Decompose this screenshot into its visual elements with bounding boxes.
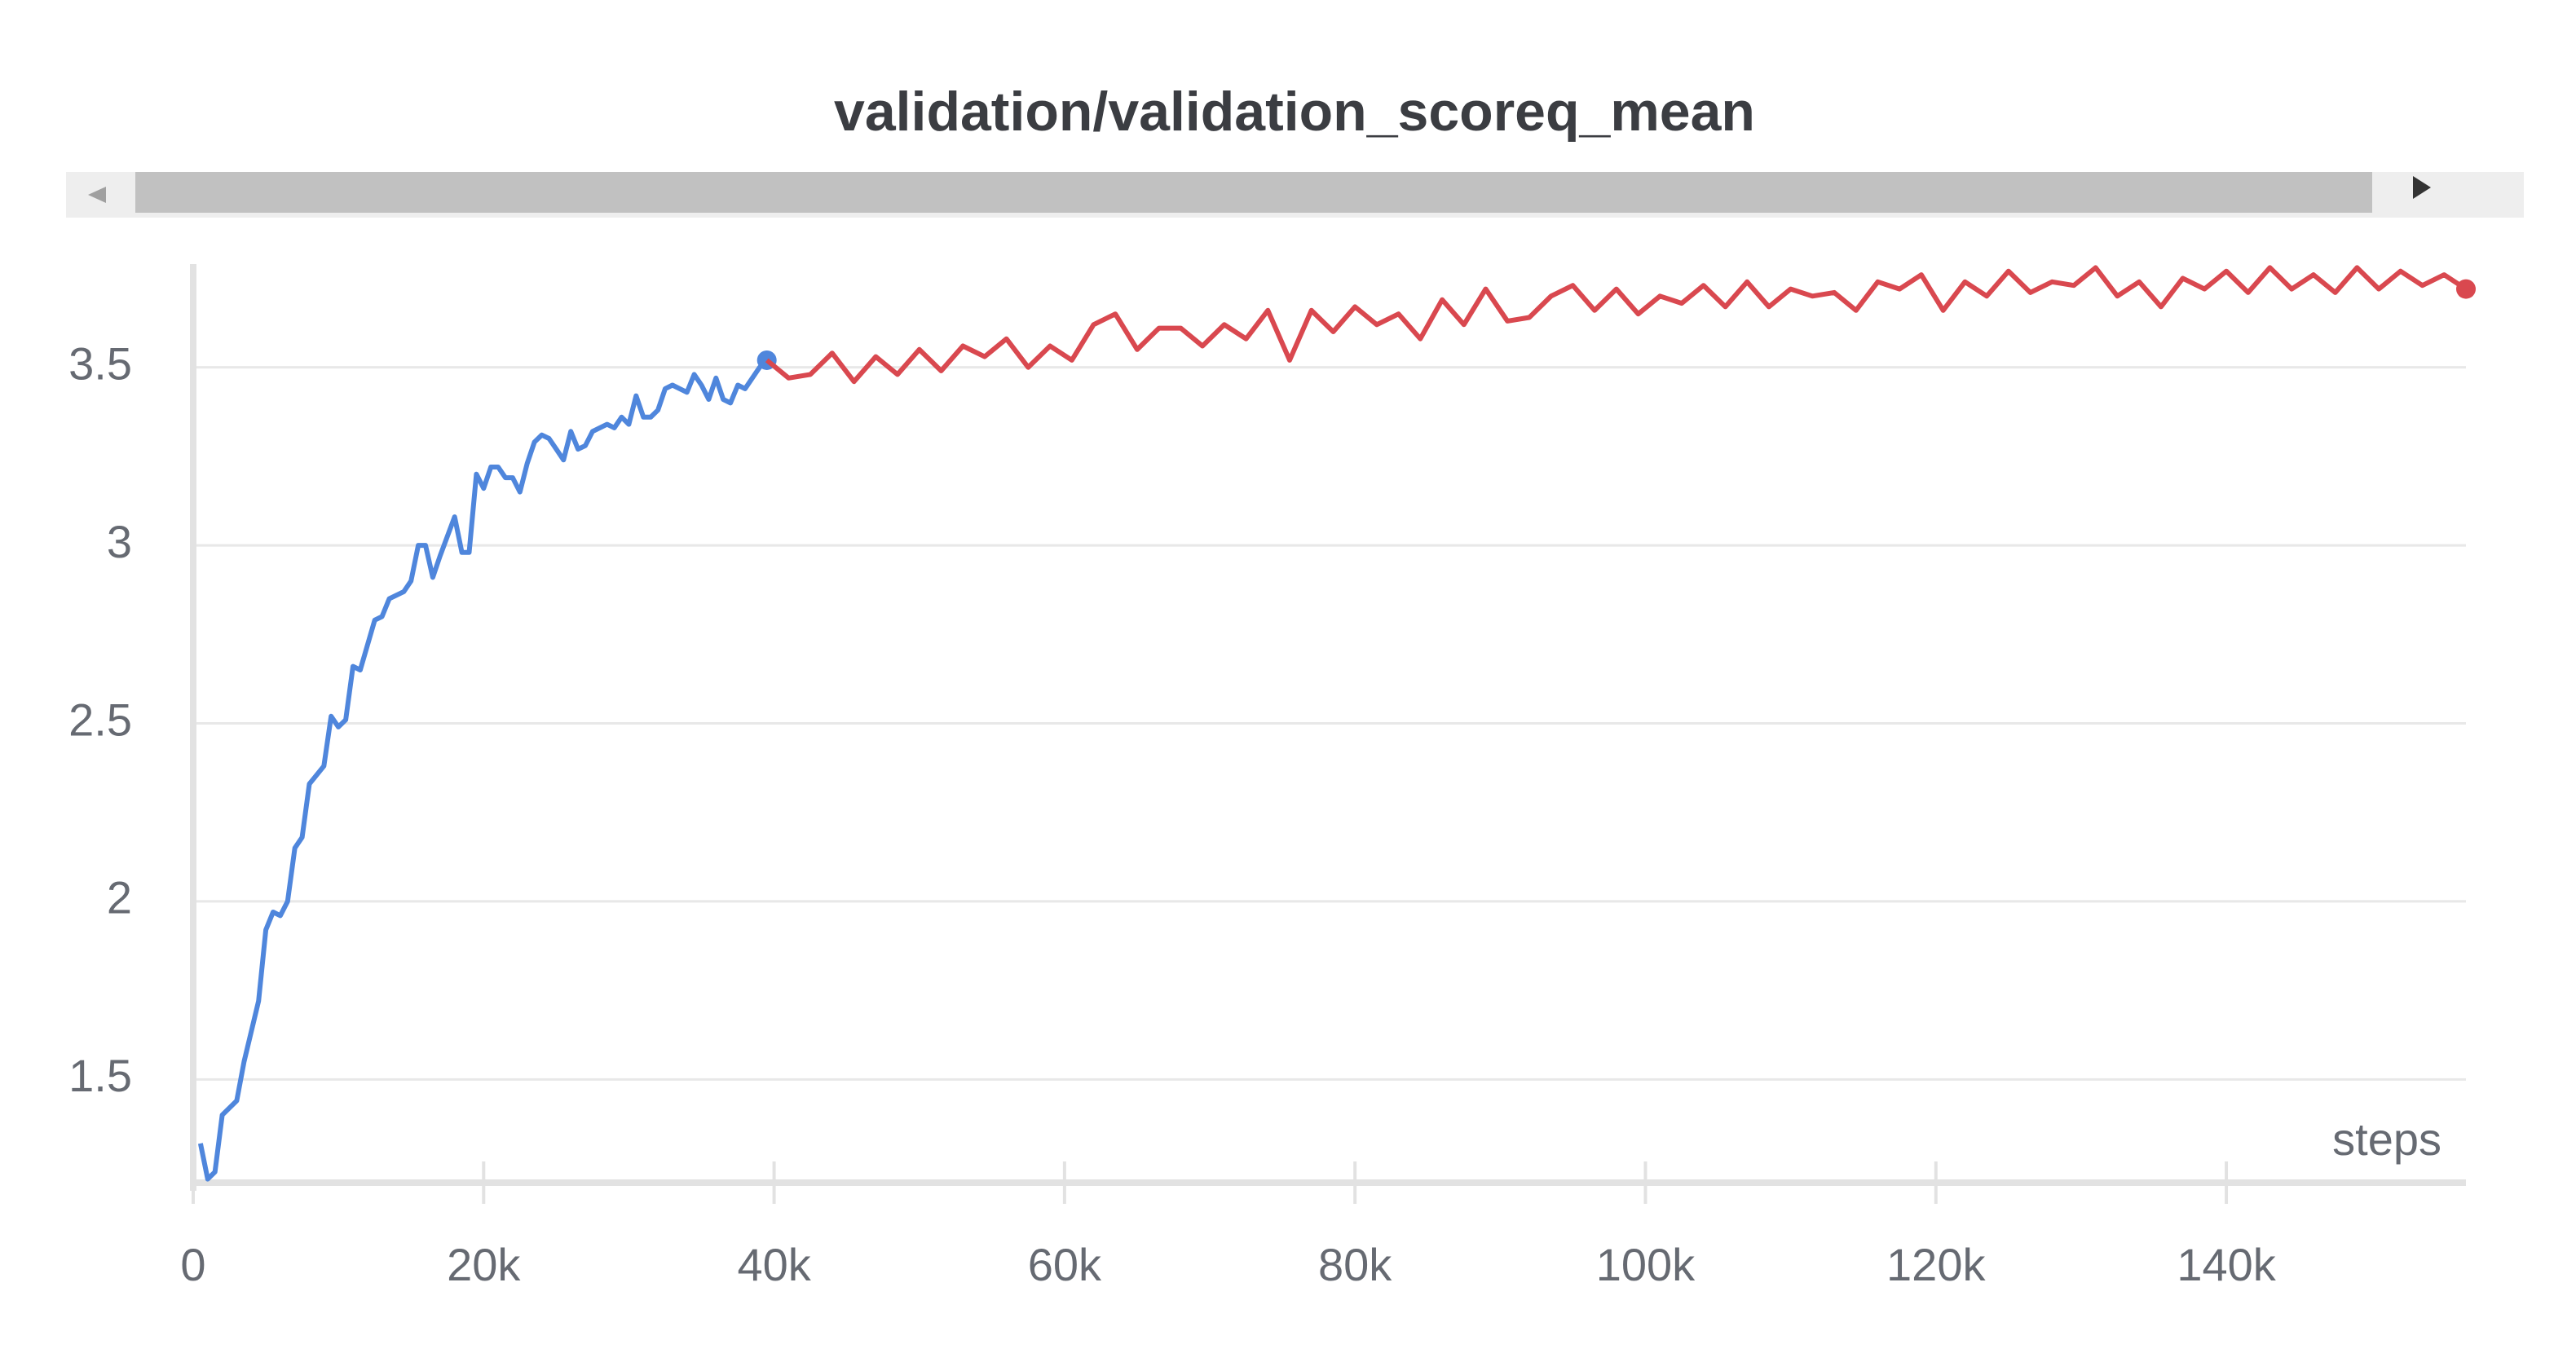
scroll-left-arrow[interactable] bbox=[88, 187, 106, 203]
y-tick-label: 3 bbox=[107, 516, 132, 567]
x-tick-label: 100k bbox=[1596, 1239, 1696, 1290]
x-tick-label: 80k bbox=[1318, 1239, 1392, 1290]
series-line bbox=[765, 265, 2468, 385]
y-tick-label: 3.5 bbox=[68, 337, 132, 389]
x-tick-label: 140k bbox=[2177, 1239, 2276, 1290]
x-tick-label: 60k bbox=[1028, 1239, 1102, 1290]
x-tick-label: 20k bbox=[447, 1239, 521, 1290]
scrollbar-thumb[interactable] bbox=[135, 172, 2372, 213]
x-axis-label: steps bbox=[2332, 1113, 2441, 1165]
scroll-right-arrow[interactable] bbox=[2413, 176, 2431, 199]
y-tick-label: 2 bbox=[107, 872, 132, 923]
x-tick-label: 0 bbox=[180, 1239, 205, 1290]
y-tick-label: 1.5 bbox=[68, 1050, 132, 1101]
chart-title: validation/validation_scoreq_mean bbox=[834, 81, 1755, 143]
series-end-dot bbox=[2456, 279, 2476, 299]
y-tick-label: 2.5 bbox=[68, 694, 132, 745]
x-tick-label: 40k bbox=[737, 1239, 811, 1290]
x-tick-label: 120k bbox=[1886, 1239, 1986, 1290]
scrollbar[interactable] bbox=[66, 172, 2524, 218]
series-line bbox=[197, 358, 769, 1182]
